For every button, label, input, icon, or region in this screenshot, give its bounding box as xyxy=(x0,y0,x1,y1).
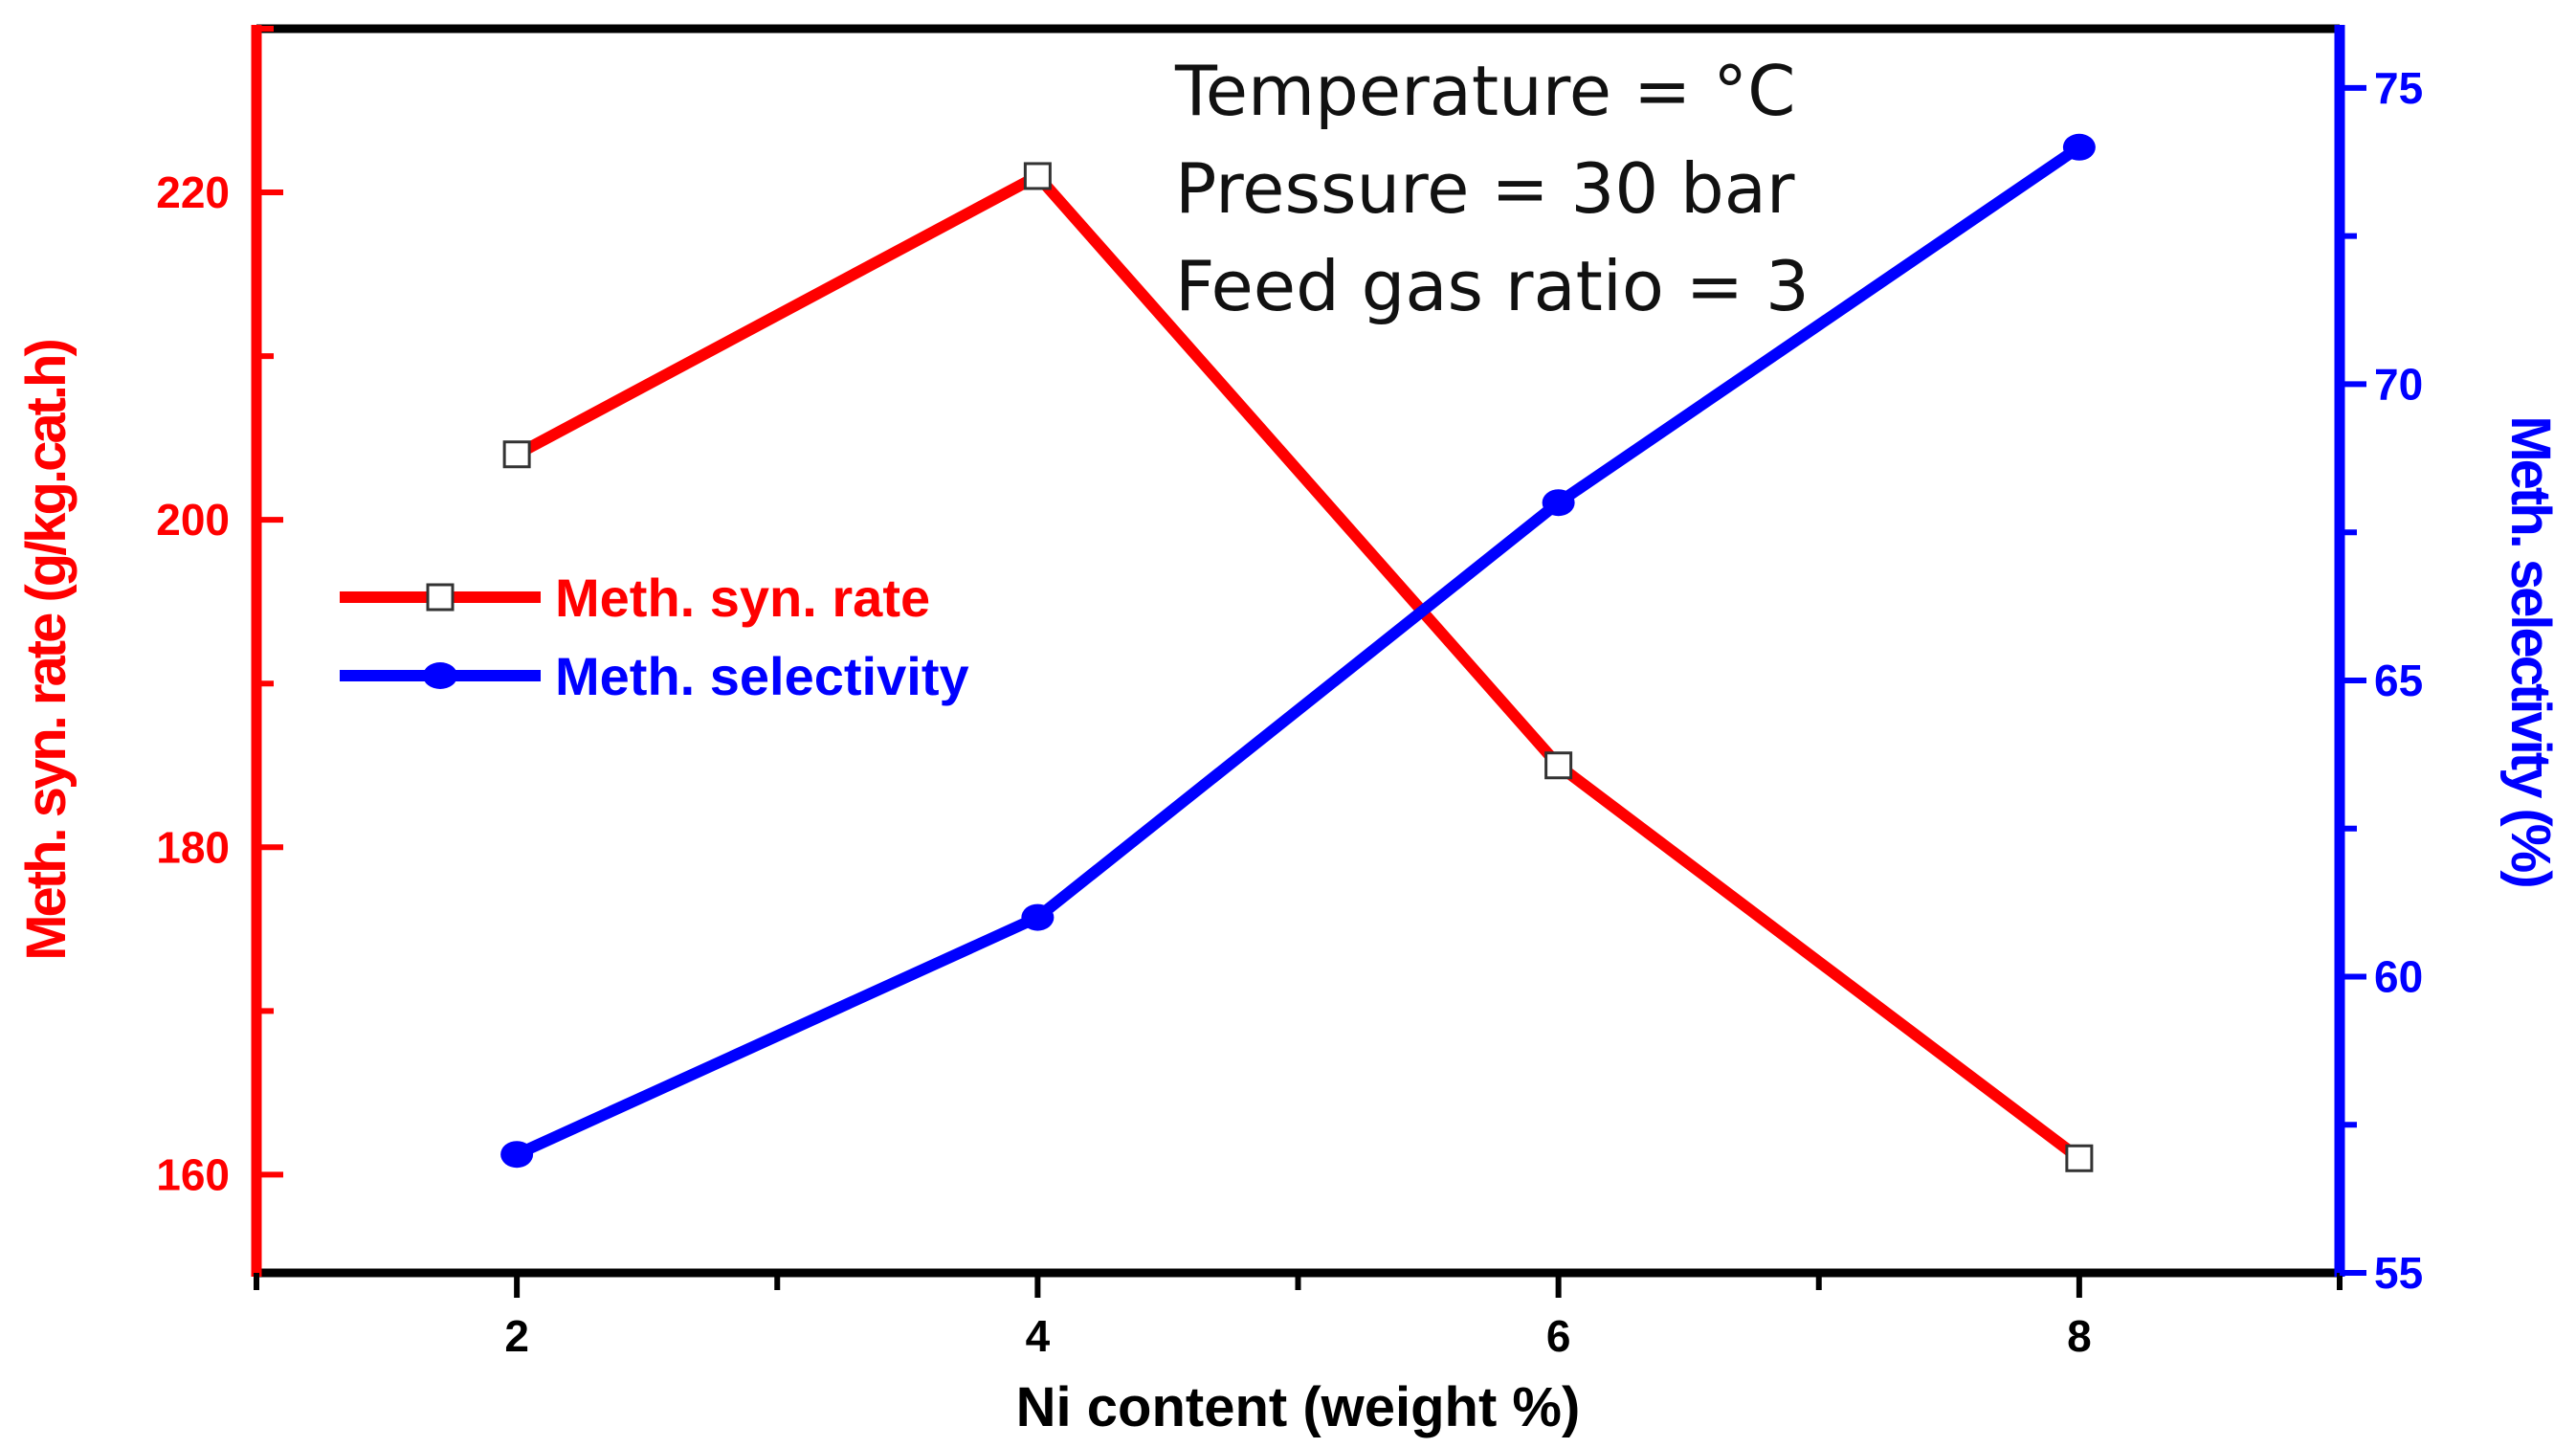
legend-label: Meth. selectivity xyxy=(555,646,969,706)
y-right-axis-title: Meth. selectivity (%) xyxy=(2499,415,2562,886)
syn-rate-point xyxy=(1544,751,1573,780)
y-right-tick-label: 60 xyxy=(2374,951,2423,1001)
legend-marker-square xyxy=(426,583,455,612)
syn-rate-point xyxy=(1023,162,1052,190)
x-tick-label: 8 xyxy=(2067,1311,2092,1361)
legend-label: Meth. syn. rate xyxy=(555,568,930,628)
x-tick-label: 6 xyxy=(1546,1311,1571,1361)
y-left-tick-label: 220 xyxy=(156,167,230,217)
series-line-syn-rate xyxy=(514,169,2083,1164)
annotation-line: Pressure = 30 bar xyxy=(1175,148,1795,229)
syn-rate-point xyxy=(2065,1144,2094,1172)
legend-marker-circle xyxy=(423,662,457,689)
y-left-tick-label: 200 xyxy=(156,495,230,545)
x-tick-label: 4 xyxy=(1026,1311,1051,1361)
y-right-tick-label: 65 xyxy=(2374,656,2423,705)
annotation-line: Feed gas ratio = 3 xyxy=(1175,246,1810,326)
y-left-axis-title: Meth. syn. rate (g/kg.cat.h) xyxy=(15,341,78,961)
annotation-line: Temperature = °C xyxy=(1174,51,1795,131)
y-left-tick-label: 160 xyxy=(156,1149,230,1199)
selectivity-point xyxy=(1542,489,1575,517)
selectivity-point xyxy=(2062,133,2096,161)
x-axis-title: Ni content (weight %) xyxy=(1016,1376,1581,1438)
series-line-selectivity xyxy=(514,142,2083,1160)
y-left-tick-label: 180 xyxy=(156,822,230,872)
syn-rate-point xyxy=(502,440,531,469)
y-right-tick-label: 70 xyxy=(2374,359,2423,409)
x-tick-label: 2 xyxy=(504,1311,529,1361)
selectivity-point xyxy=(1021,903,1055,931)
selectivity-point xyxy=(500,1141,534,1169)
y-right-tick-label: 75 xyxy=(2374,63,2423,113)
y-right-tick-label: 55 xyxy=(2374,1248,2423,1298)
